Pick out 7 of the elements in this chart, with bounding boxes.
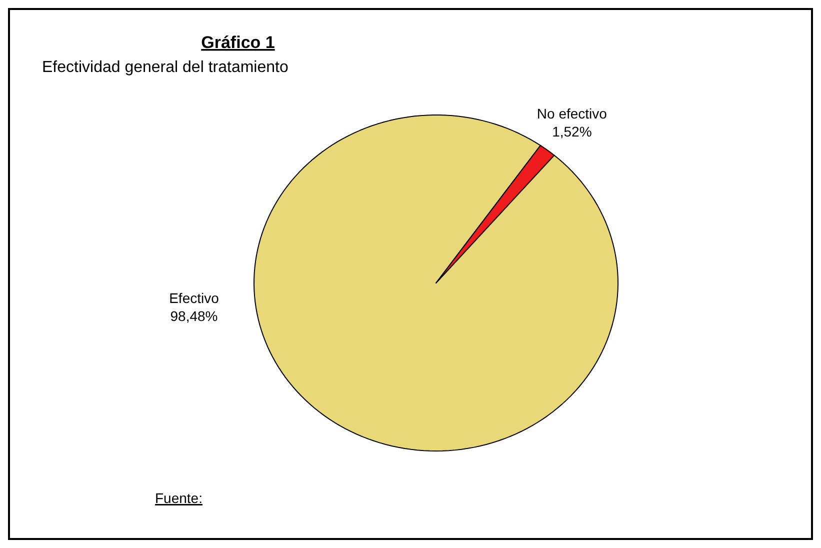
slice-label: No efectivo <box>536 106 608 122</box>
slice-label: Efectivo <box>169 290 220 306</box>
source-note: Fuente: <box>155 490 202 506</box>
data-label: 1,52% <box>552 124 592 140</box>
chart-subtitle: Efectividad general del tratamiento <box>42 59 288 76</box>
chart-title: Gráfico 1 <box>201 33 275 52</box>
data-label: 98,48% <box>170 308 218 324</box>
